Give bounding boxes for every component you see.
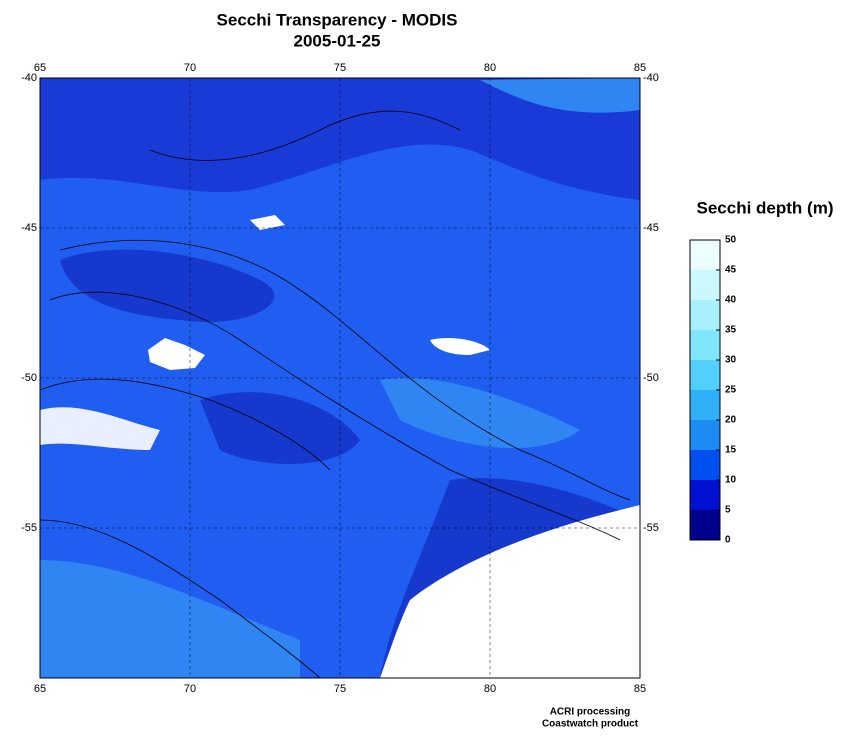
dark-region [60, 249, 275, 322]
light-region [480, 78, 640, 113]
colorbar-tick-label: 40 [725, 295, 737, 306]
colorbar-band [690, 240, 720, 270]
y-tick-label: -45 [643, 222, 659, 234]
y-tick-label: -50 [21, 372, 37, 384]
colorbar-tick-label: 35 [725, 325, 737, 336]
y-tick-label: -40 [643, 72, 659, 84]
cloud [250, 215, 285, 230]
footer-line: ACRI processing [550, 707, 631, 718]
x-tick-label: 80 [484, 62, 496, 74]
colorbar-tick-label: 10 [725, 475, 737, 486]
contour [39, 378, 331, 471]
cloud [380, 505, 640, 678]
x-tick-label: 75 [334, 62, 346, 74]
x-tick-label: 70 [184, 683, 196, 695]
x-tick-label: 85 [634, 62, 646, 74]
light-region [380, 378, 580, 449]
colorbar-tick-label: 20 [725, 415, 737, 426]
y-tick-label: -55 [643, 522, 659, 534]
colorbar-band [690, 420, 720, 450]
light-region [40, 560, 300, 678]
x-tick-label: 75 [334, 683, 346, 695]
contour [49, 291, 621, 541]
colorbar-tick-label: 50 [725, 235, 737, 246]
map-title: Secchi Transparency - MODIS [217, 10, 458, 29]
colorbar-band [690, 360, 720, 390]
colorbar-band [690, 390, 720, 420]
colorbar-band [690, 480, 720, 510]
y-tick-label: -40 [21, 72, 37, 84]
colorbar-band [690, 510, 720, 540]
cloud [430, 338, 490, 355]
y-tick-label: -45 [21, 222, 37, 234]
contour [59, 239, 631, 501]
colorbar-tick-label: 45 [725, 265, 737, 276]
colorbar-tick-label: 15 [725, 445, 737, 456]
colorbar-tick-label: 30 [725, 355, 737, 366]
x-tick-label: 65 [34, 683, 46, 695]
x-tick-label: 80 [484, 683, 496, 695]
x-tick-label: 85 [634, 683, 646, 695]
y-tick-label: -50 [643, 372, 659, 384]
colorbar-band [690, 300, 720, 330]
contour [39, 519, 321, 679]
y-tick-label: -55 [21, 522, 37, 534]
colorbar-band [690, 450, 720, 480]
colorbar-tick-label: 5 [725, 505, 731, 516]
contour [149, 110, 461, 161]
map-area [39, 77, 641, 679]
cloud [40, 407, 160, 450]
colorbar-tick-label: 25 [725, 385, 737, 396]
island [148, 338, 205, 370]
colorbar-title: Secchi depth (m) [697, 198, 834, 217]
x-tick-label: 70 [184, 62, 196, 74]
colorbar-tick-label: 0 [725, 535, 731, 546]
colorbar-band [690, 270, 720, 300]
colorbar-band [690, 330, 720, 360]
footer-line: Coastwatch product [542, 719, 639, 730]
x-tick-label: 65 [34, 62, 46, 74]
dark-region [200, 392, 360, 464]
map-subtitle: 2005-01-25 [294, 31, 381, 50]
